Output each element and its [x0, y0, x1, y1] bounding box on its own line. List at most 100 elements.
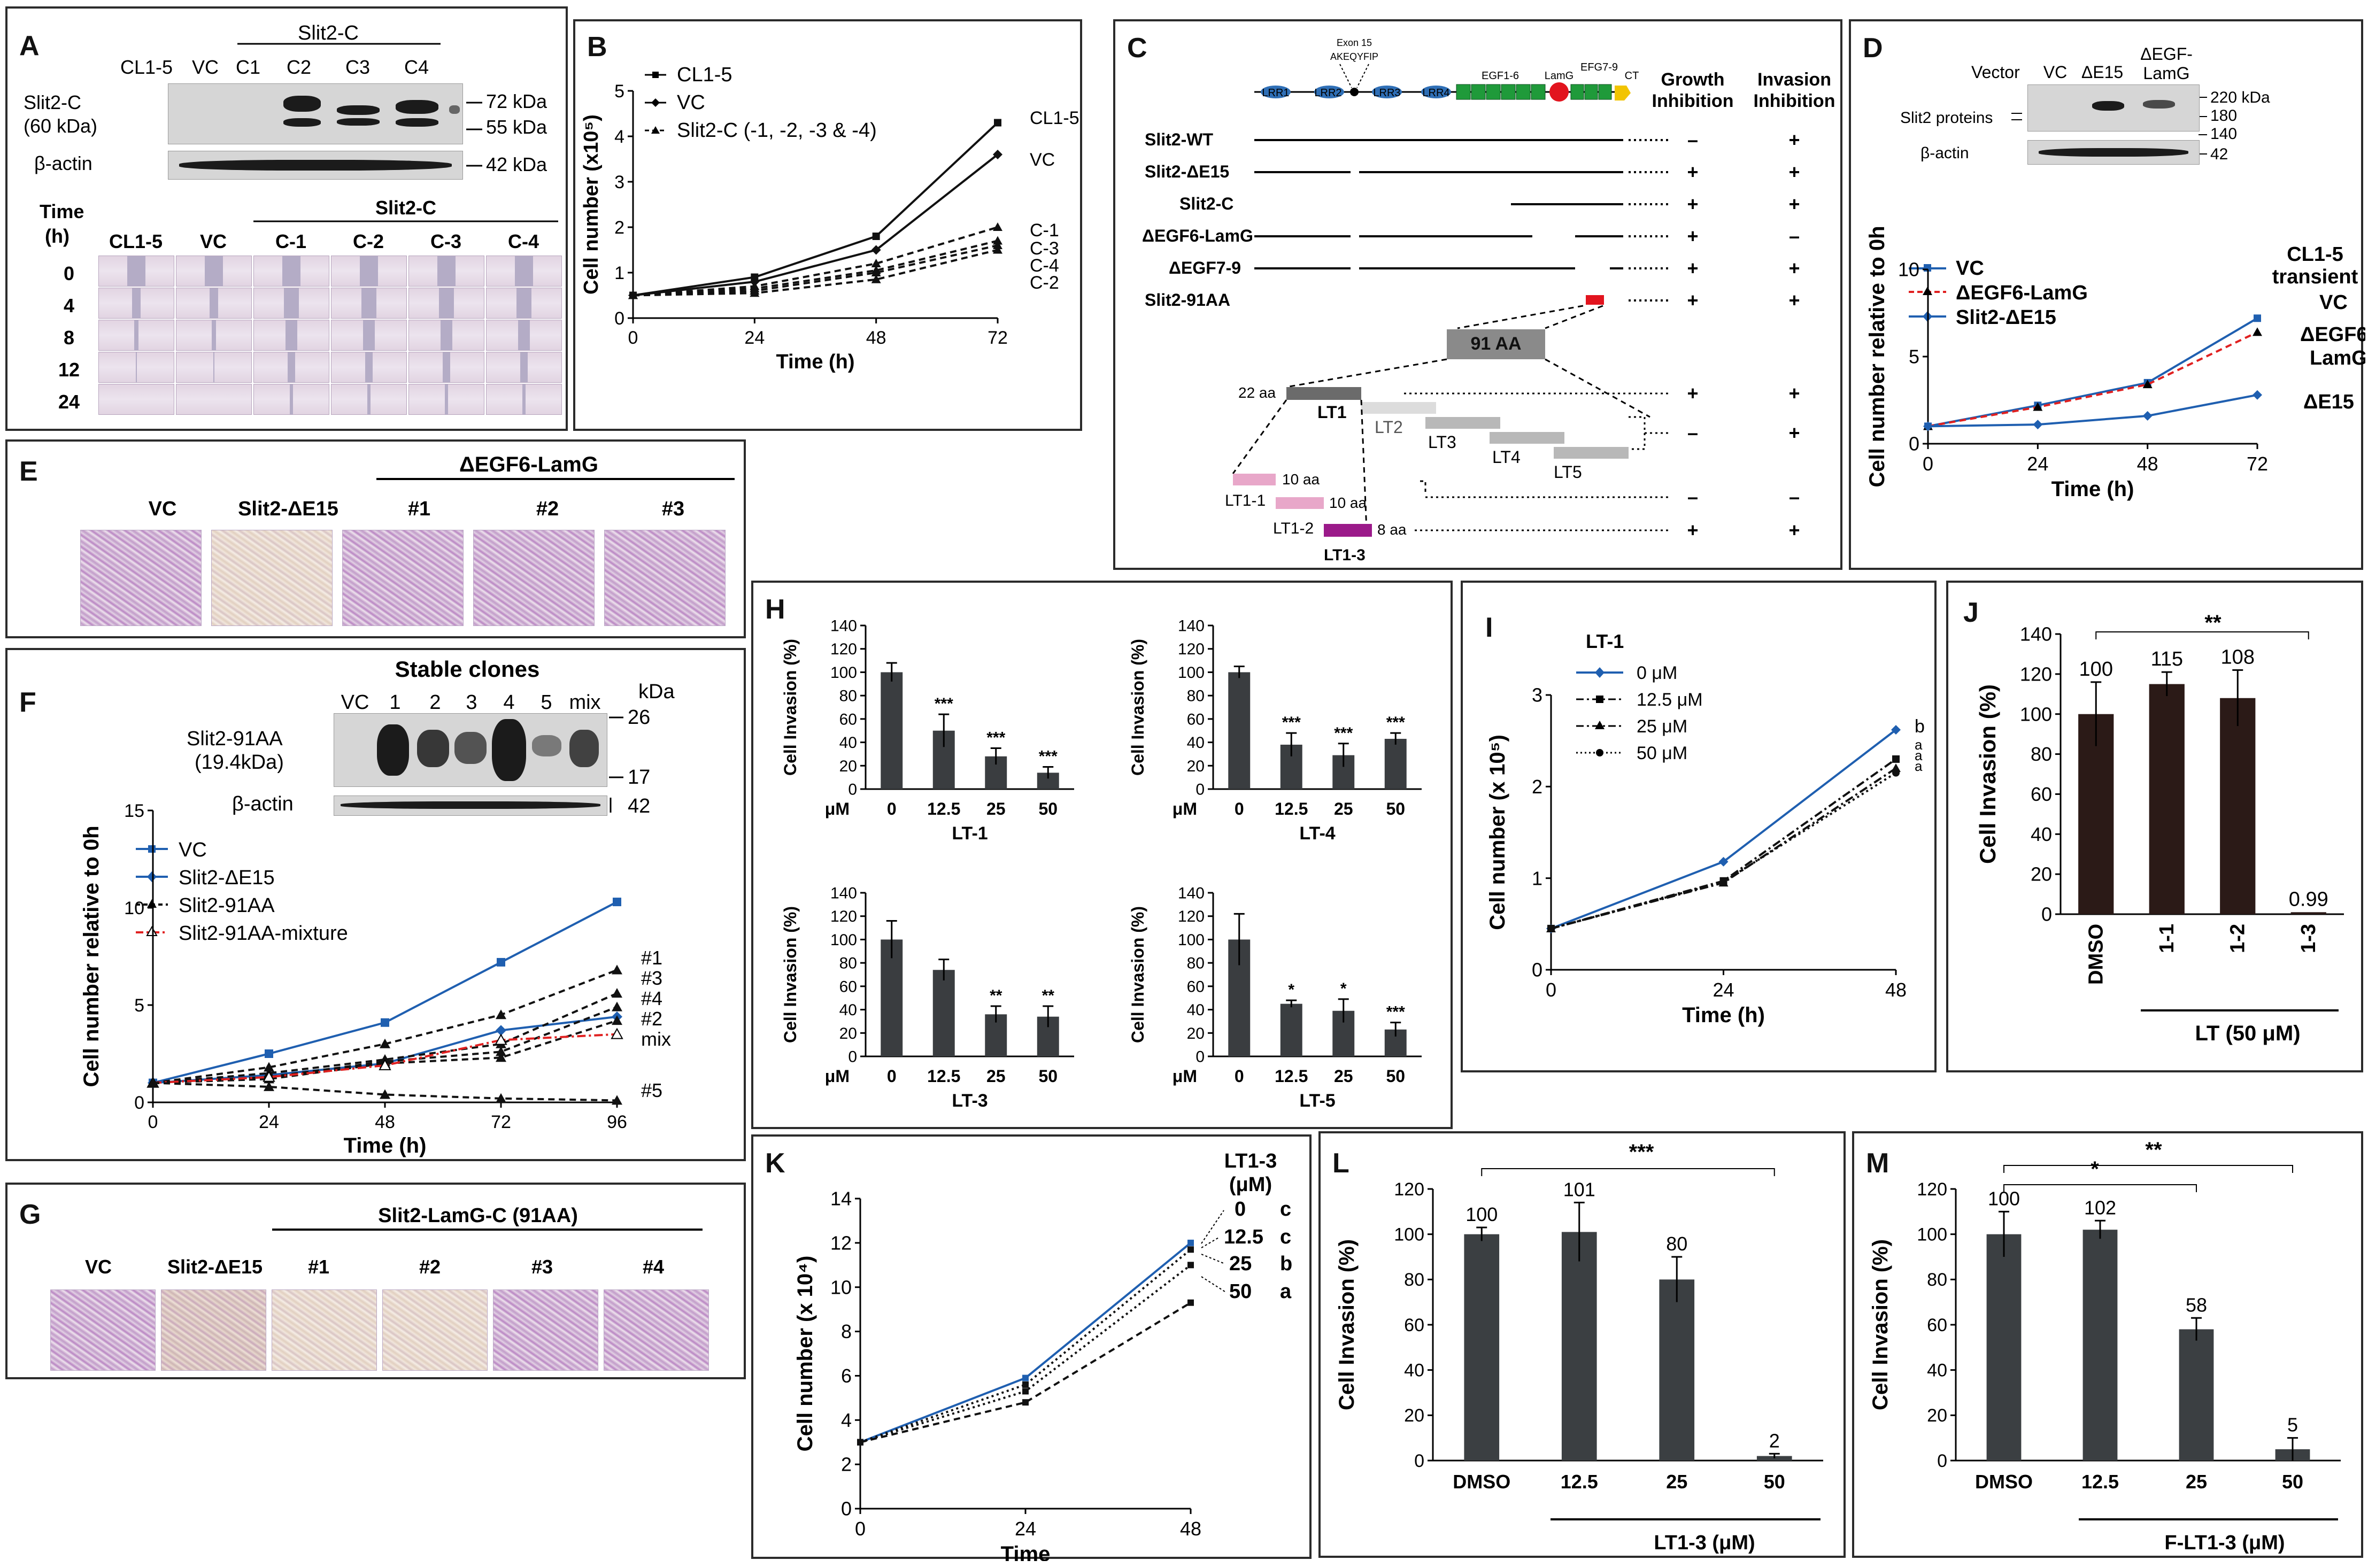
time-label: 4 — [64, 295, 74, 316]
blot-row-label: Slit2 proteins — [1900, 109, 1993, 127]
y-tick-label: 120 — [1917, 1179, 1947, 1200]
legend-label: CL1-5 — [677, 64, 732, 86]
lt3-label: LT3 — [1428, 432, 1456, 452]
series-sig-label: b — [1915, 716, 1925, 737]
y-tick-label: 10 — [1898, 259, 1919, 281]
significance-label: ** — [1042, 987, 1055, 1005]
series-end-label: VC — [1030, 150, 1055, 170]
series-sig-label: a — [1915, 737, 1923, 753]
blot-marker: 42 kDa — [486, 153, 547, 175]
exon-label: Exon 15 — [1337, 37, 1372, 48]
panel-j: J ** LT (50 μM) 0 20 40 60 80 100 120 140 Cell I… — [1946, 581, 2363, 1072]
significance-label: *** — [1386, 714, 1405, 731]
note-label: CL1-5 — [2287, 243, 2343, 266]
value-label: 0.99 — [2289, 888, 2328, 910]
x-axis-label: Time (h) — [1682, 1003, 1765, 1027]
blot-row-sublabel: (19.4kDa) — [195, 751, 284, 774]
data-point — [1718, 856, 1729, 867]
x-tick-label: 24 — [259, 1112, 279, 1132]
data-point — [611, 1028, 623, 1039]
data-point — [750, 288, 760, 297]
domain-label: CT — [1625, 70, 1639, 82]
growth-col-header2: Inhibition — [1652, 91, 1734, 111]
growth-chart-d: 0 5 10 Cell number relative to 0h 0 24 48 72 Tim… — [1865, 226, 2268, 501]
blot-marker: 42 — [628, 795, 650, 817]
y-tick-label: 100 — [1178, 931, 1205, 949]
construct-name: ΔEGF7-9 — [1169, 258, 1241, 277]
significance-label: * — [1340, 980, 1347, 998]
x-tick-label: 24 — [1015, 1518, 1036, 1540]
significance-label: * — [1288, 981, 1294, 999]
series-end-label: CL1-5 — [1030, 108, 1079, 128]
data-point — [497, 957, 505, 967]
x-tick-label: 12.5 — [1275, 1067, 1308, 1086]
x-tick-label: 25 — [986, 1067, 1006, 1086]
exon15-marker — [1350, 88, 1359, 96]
dose-sig: c — [1280, 1226, 1291, 1248]
blot-marker: 72 kDa — [486, 90, 547, 112]
y-tick-label: 140 — [1178, 885, 1205, 902]
data-point — [871, 274, 881, 283]
data-point — [1892, 755, 1900, 763]
panel-i-letter: I — [1485, 612, 1493, 643]
y-tick-label: 100 — [1394, 1225, 1424, 1245]
x-tick-label: 72 — [491, 1112, 511, 1132]
series-line — [633, 153, 999, 297]
data-point — [1891, 725, 1901, 735]
invasion-chart-l: *** LT1-3 (μM) 0 20 40 60 80 100 120 Cell Invas… — [1335, 1140, 1823, 1554]
data-point — [871, 268, 881, 276]
y-tick-label: 15 — [124, 801, 144, 821]
time-label: 24 — [58, 391, 80, 413]
blot-marker: 55 kDa — [486, 116, 547, 138]
y-tick-label: 0 — [1937, 1451, 1947, 1471]
y-tick-label: 3 — [1532, 684, 1542, 706]
y-tick-label: 40 — [839, 1001, 857, 1019]
series-line — [152, 1006, 618, 1084]
panel-e: E ΔEGF6-LamG VC Slit2-ΔE15 #1 #2 #3 — [5, 439, 746, 638]
peptide-invasion-result: + — [1788, 382, 1800, 404]
data-point — [2142, 411, 2153, 421]
series-end-label: ΔE15 — [2303, 391, 2354, 413]
panel-g-letter: G — [19, 1199, 41, 1230]
data-point — [993, 222, 1002, 231]
time-label: 8 — [64, 327, 74, 349]
image-label: VC — [85, 1256, 112, 1278]
y-tick-label: 120 — [830, 908, 857, 925]
domain-label: LRR4 — [1422, 87, 1449, 99]
construct-row: Slit2-91AA + + — [1145, 289, 1800, 311]
y-tick-label: 20 — [1927, 1405, 1947, 1426]
clone-label: C-1 — [275, 230, 306, 252]
panel-m-letter: M — [1866, 1148, 1889, 1179]
legend-label: VC — [179, 839, 207, 861]
dose-sig: b — [1280, 1253, 1292, 1275]
lt1-3-label: LT1-3 — [1324, 546, 1366, 564]
domain-label: EFG7-9 — [1580, 61, 1618, 73]
legend-title: LT-1 — [1586, 630, 1624, 652]
data-point — [612, 964, 622, 975]
note-label: transient — [2272, 266, 2358, 288]
data-point — [2033, 420, 2043, 430]
blot-row-label: Slit2-C — [24, 91, 81, 113]
invasion-result: + — [1788, 257, 1800, 279]
value-label: 108 — [2221, 646, 2255, 668]
lt1-1-aa-label: 10 aa — [1282, 471, 1320, 488]
x-tick-label: 0 — [887, 1067, 897, 1086]
peptide-invasion-result: + — [1788, 422, 1800, 444]
y-tick-label: 80 — [1187, 955, 1205, 972]
x-tick-label: 48 — [1885, 979, 1907, 1001]
invasion-result: + — [1788, 193, 1800, 215]
data-point — [871, 245, 881, 255]
panel-h-letter: H — [765, 594, 785, 625]
data-point — [612, 988, 622, 998]
data-point — [1547, 924, 1555, 932]
data-point — [496, 1052, 506, 1062]
western-blot-image — [168, 151, 463, 180]
data-point — [264, 1081, 274, 1091]
group-label: LT (50 μM) — [2195, 1022, 2300, 1045]
data-point — [2254, 314, 2261, 322]
data-point — [496, 1025, 506, 1036]
panel-i-art: LT-1 0 μM 12.5 μM 25 μM 50 μM b a a a — [1576, 630, 1925, 774]
lt1-2-aa-label: 10 aa — [1329, 495, 1367, 511]
y-tick-label: 2 — [1532, 776, 1542, 798]
x-axis-label: Time (h) — [776, 351, 854, 373]
